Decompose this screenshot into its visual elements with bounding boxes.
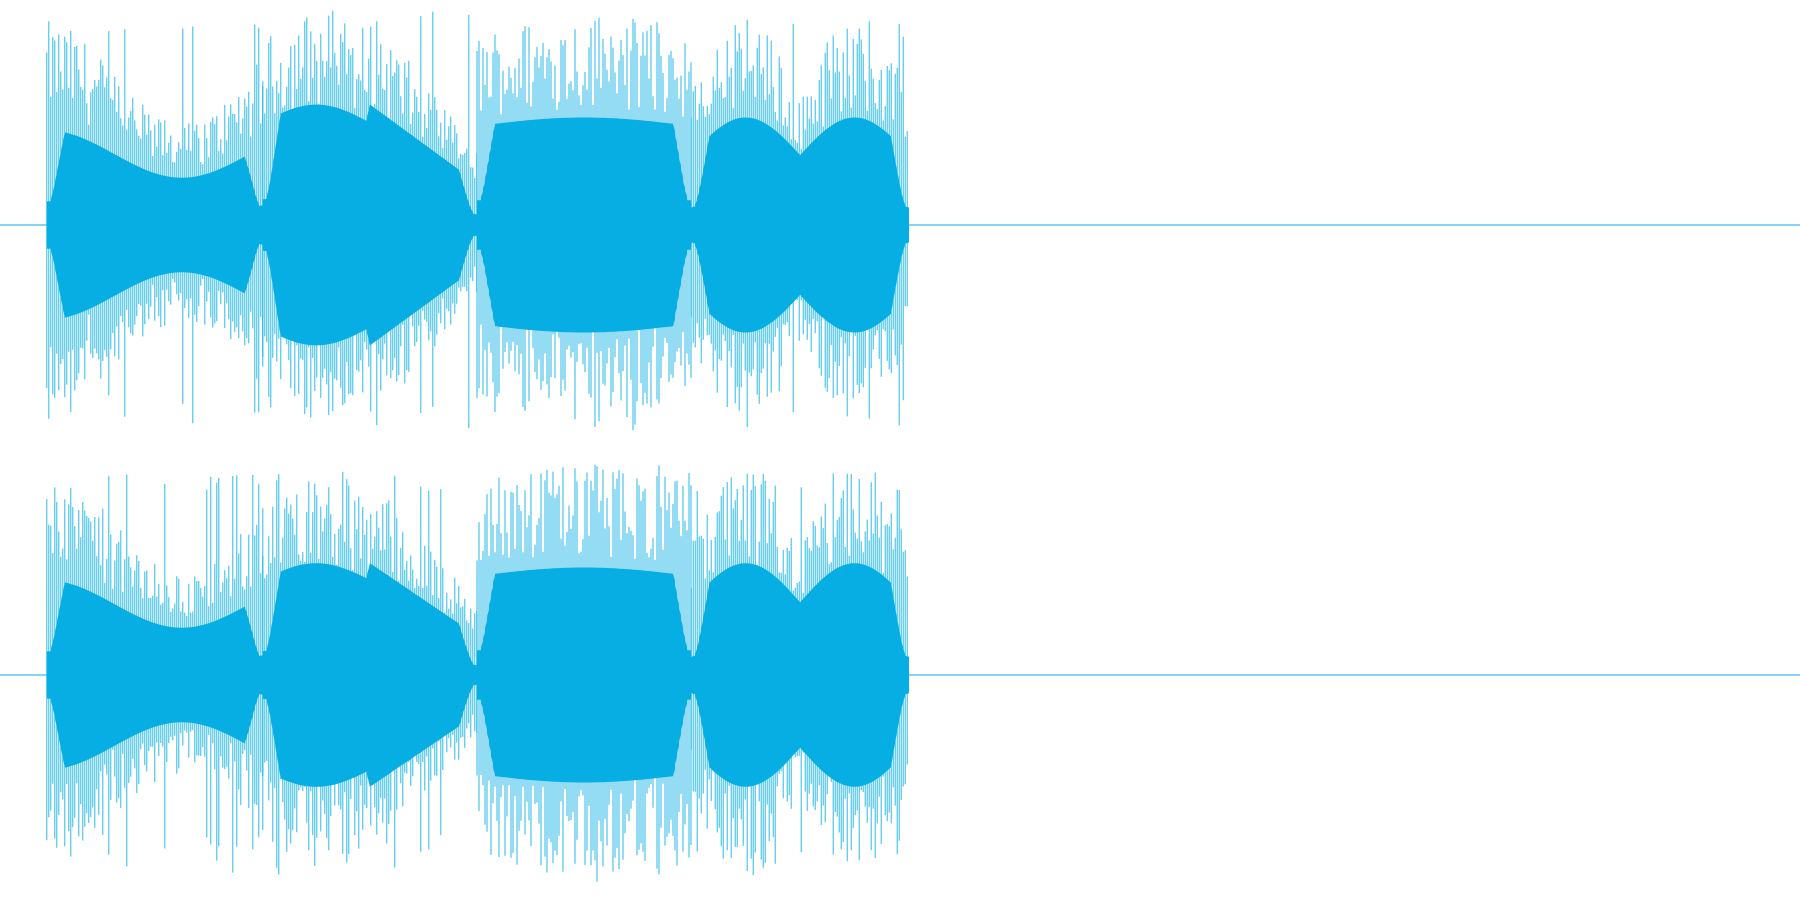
waveform-segment-left-1 <box>46 21 264 424</box>
channel-right-waveform <box>0 464 1800 882</box>
waveform-segment-left-4 <box>690 19 909 428</box>
waveform-core-right-1 <box>46 582 263 768</box>
waveform-segment-right-4 <box>690 472 909 875</box>
waveform-core-right-3 <box>477 567 692 783</box>
waveform-core-right-4 <box>691 563 909 787</box>
waveform-core-right-2 <box>262 563 477 787</box>
waveform-core-left-2 <box>262 104 477 346</box>
waveform-core-left-3 <box>477 117 692 333</box>
waveform-core-left-1 <box>46 132 263 318</box>
waveform-core-left-4 <box>691 117 909 333</box>
waveform-segment-left-3 <box>476 17 692 431</box>
channel-left-waveform <box>0 10 1800 431</box>
waveform-segment-right-1 <box>46 474 264 873</box>
waveform-segment-right-2 <box>262 471 478 875</box>
waveform-segment-left-2 <box>262 10 478 429</box>
waveform-segment-right-3 <box>476 464 692 882</box>
